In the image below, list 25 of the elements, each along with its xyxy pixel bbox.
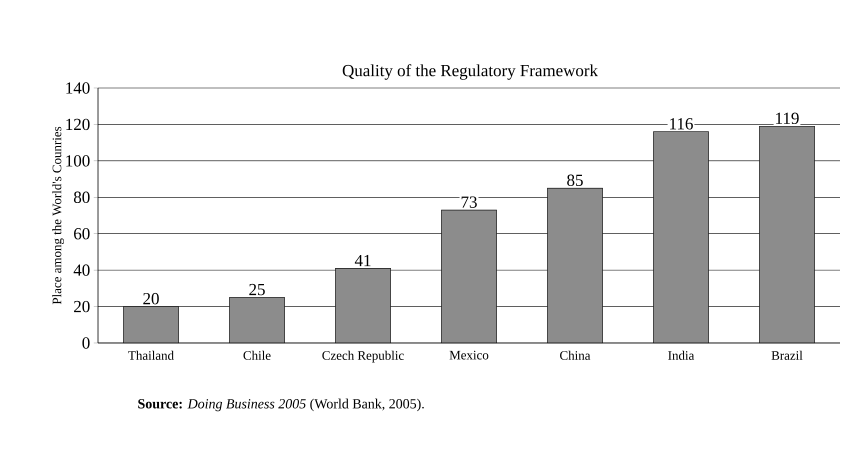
data-label: 41: [354, 254, 370, 266]
x-tick-label: Brazil: [772, 350, 803, 360]
y-tick-label: 0: [82, 337, 90, 349]
y-tick-label: 20: [74, 300, 90, 312]
y-tick-label: 120: [66, 118, 90, 130]
data-label: 25: [249, 284, 265, 296]
y-tick-label: 140: [66, 82, 90, 94]
x-tick-label: Czech Republic: [322, 350, 404, 362]
x-tick-label: China: [560, 350, 590, 360]
data-label: 116: [670, 118, 693, 130]
x-tick-label: Mexico: [450, 350, 488, 360]
data-label: 20: [143, 292, 159, 304]
x-tick-label: Thailand: [128, 350, 174, 360]
y-tick-label: 60: [74, 228, 90, 240]
data-label: 85: [567, 174, 583, 186]
x-tick-label: Chile: [244, 350, 271, 360]
x-tick-label: India: [668, 350, 694, 360]
text: Source: Doing Business 2005 (World Bank, 2005).: [138, 398, 424, 412]
y-tick-label: 40: [74, 264, 90, 276]
y-tick-label: 100: [66, 155, 90, 167]
chart-title: Quality of the Regulatory Framework: [342, 64, 598, 80]
y-axis-title: Place among the World's Counries: [52, 126, 64, 304]
data-label: 73: [462, 196, 477, 208]
data-label: 119: [776, 112, 799, 124]
y-tick-label: 80: [74, 192, 90, 203]
